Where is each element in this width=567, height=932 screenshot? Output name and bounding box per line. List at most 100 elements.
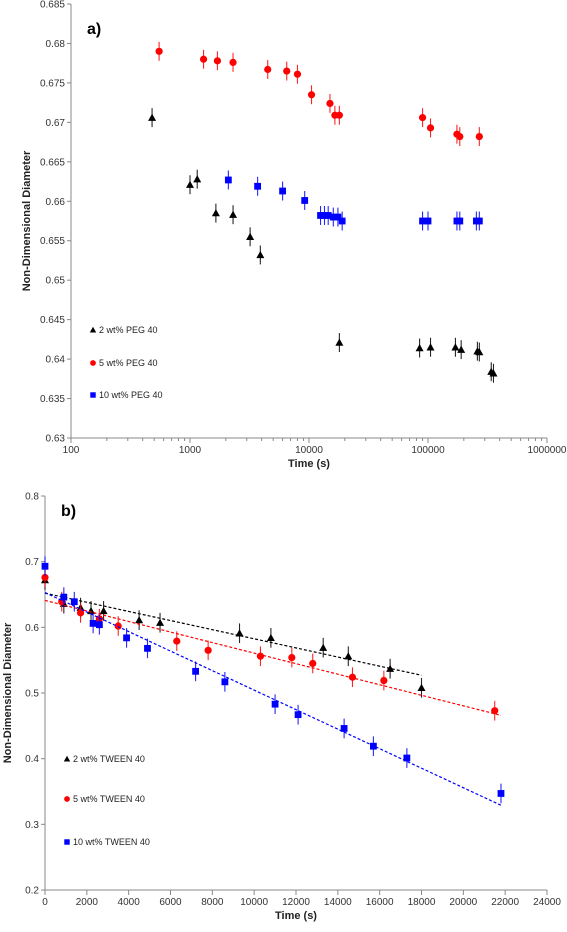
legend-entry-2: 5 wt% PEG 40 bbox=[90, 358, 158, 368]
chart-panel-b: 0.2 0.3 0.4 0.5 0.6 0.7 0.8 0 2000 4000 6000 8000 10… bbox=[2, 492, 561, 923]
y-tick-label: 0.64 bbox=[46, 355, 66, 366]
data-point bbox=[213, 57, 222, 65]
x-tick-label: 22000 bbox=[491, 897, 519, 908]
legend-entry-2: 5 wt% TWEEN 40 bbox=[64, 794, 145, 804]
x-tick-label: 24000 bbox=[533, 897, 561, 908]
x-tick-label: 1000000 bbox=[528, 445, 567, 456]
data-point bbox=[87, 606, 96, 615]
data-point bbox=[415, 344, 424, 352]
y-tick-label: 0.7 bbox=[25, 557, 39, 568]
data-point bbox=[335, 338, 344, 346]
data-point bbox=[475, 217, 483, 225]
x-tick-label: 1000 bbox=[179, 445, 202, 456]
x-axis-title: Time (s) bbox=[275, 910, 317, 922]
data-point bbox=[283, 67, 291, 75]
y-tick-label: 0.685 bbox=[40, 0, 65, 11]
data-point bbox=[380, 676, 388, 685]
data-point bbox=[489, 369, 498, 377]
series-1 bbox=[41, 570, 426, 698]
data-point bbox=[271, 700, 279, 708]
data-point bbox=[424, 217, 432, 225]
data-point bbox=[144, 644, 151, 652]
x-tick-label: 0 bbox=[42, 897, 48, 908]
y-axis-title: Non-Dimensional Diameter bbox=[21, 150, 33, 291]
legend-label: 5 wt% PEG 40 bbox=[99, 358, 158, 368]
x-tick-label: 4000 bbox=[118, 897, 141, 908]
x-tick-label: 100 bbox=[63, 445, 80, 456]
data-point bbox=[340, 725, 348, 732]
y-tick-label: 0.68 bbox=[46, 39, 66, 50]
data-point bbox=[457, 345, 466, 353]
data-point bbox=[193, 175, 202, 183]
y-tick-label: 0.3 bbox=[25, 820, 39, 831]
data-point bbox=[321, 212, 328, 219]
y-tick-label: 0.635 bbox=[40, 394, 65, 405]
y-tick-label: 0.66 bbox=[46, 197, 66, 208]
y-tick-label: 0.67 bbox=[46, 118, 66, 129]
legend-marker bbox=[89, 326, 97, 333]
data-point bbox=[475, 132, 483, 141]
data-point bbox=[369, 742, 377, 750]
data-point bbox=[224, 176, 232, 184]
trend-line bbox=[44, 592, 422, 676]
data-point bbox=[70, 598, 78, 606]
data-point bbox=[426, 343, 435, 351]
y-tick-label: 0.2 bbox=[25, 886, 39, 897]
legend-entry-1: 2 wt% TWEEN 40 bbox=[63, 754, 145, 764]
data-point bbox=[386, 664, 395, 672]
legend-entry-1: 2 wt% PEG 40 bbox=[89, 325, 158, 335]
x-tick-label: 20000 bbox=[449, 897, 477, 908]
legend-label: 5 wt% TWEEN 40 bbox=[73, 794, 145, 804]
data-point bbox=[317, 212, 324, 219]
y-tick-label: 0.8 bbox=[25, 492, 39, 503]
y-tick-label: 0.665 bbox=[40, 157, 65, 168]
data-point bbox=[211, 209, 220, 217]
legend-entry-3: 10 wt% TWEEN 40 bbox=[64, 837, 150, 847]
y-tick-label: 0.675 bbox=[40, 78, 65, 89]
series-2 bbox=[41, 567, 502, 721]
data-point bbox=[288, 653, 296, 662]
legend-label: 10 wt% PEG 40 bbox=[99, 390, 163, 400]
data-point bbox=[235, 629, 244, 637]
data-point bbox=[456, 132, 464, 141]
data-point bbox=[246, 232, 255, 240]
data-point bbox=[426, 124, 435, 132]
data-point bbox=[307, 91, 316, 99]
data-point bbox=[95, 621, 103, 629]
legend-marker bbox=[64, 839, 70, 845]
data-point bbox=[301, 197, 309, 204]
data-point bbox=[348, 673, 357, 681]
legend-marker bbox=[63, 755, 71, 762]
y-tick-label: 0.4 bbox=[25, 754, 39, 765]
y-tick-label: 0.6 bbox=[25, 623, 39, 634]
data-point bbox=[335, 111, 343, 119]
chart-panel-a: 0.63 0.635 0.64 0.645 0.65 0.655 0.66 0.665 0.67… bbox=[21, 0, 567, 470]
data-point bbox=[309, 659, 317, 668]
x-tick-label: 12000 bbox=[282, 897, 310, 908]
data-point bbox=[419, 217, 426, 225]
data-point bbox=[294, 711, 302, 719]
data-point bbox=[264, 65, 272, 74]
y-tick-label: 0.65 bbox=[46, 276, 66, 287]
data-point bbox=[41, 562, 49, 570]
x-tick-label: 14000 bbox=[324, 897, 352, 908]
data-point bbox=[173, 637, 181, 645]
x-tick-label: 8000 bbox=[201, 897, 224, 908]
data-point bbox=[279, 187, 286, 195]
data-point bbox=[41, 573, 49, 582]
data-point bbox=[148, 113, 157, 121]
data-point bbox=[156, 618, 165, 626]
data-point bbox=[491, 707, 499, 715]
x-tick-label: 2000 bbox=[76, 897, 99, 908]
data-point bbox=[114, 622, 122, 630]
series-2 bbox=[155, 41, 483, 147]
x-axis-title: Time (s) bbox=[288, 458, 330, 470]
x-tick-label: 6000 bbox=[159, 897, 182, 908]
data-point bbox=[192, 667, 199, 675]
data-point bbox=[60, 593, 68, 601]
data-point bbox=[204, 646, 212, 654]
data-point bbox=[475, 347, 484, 356]
data-point bbox=[229, 58, 237, 66]
data-point bbox=[418, 114, 427, 122]
